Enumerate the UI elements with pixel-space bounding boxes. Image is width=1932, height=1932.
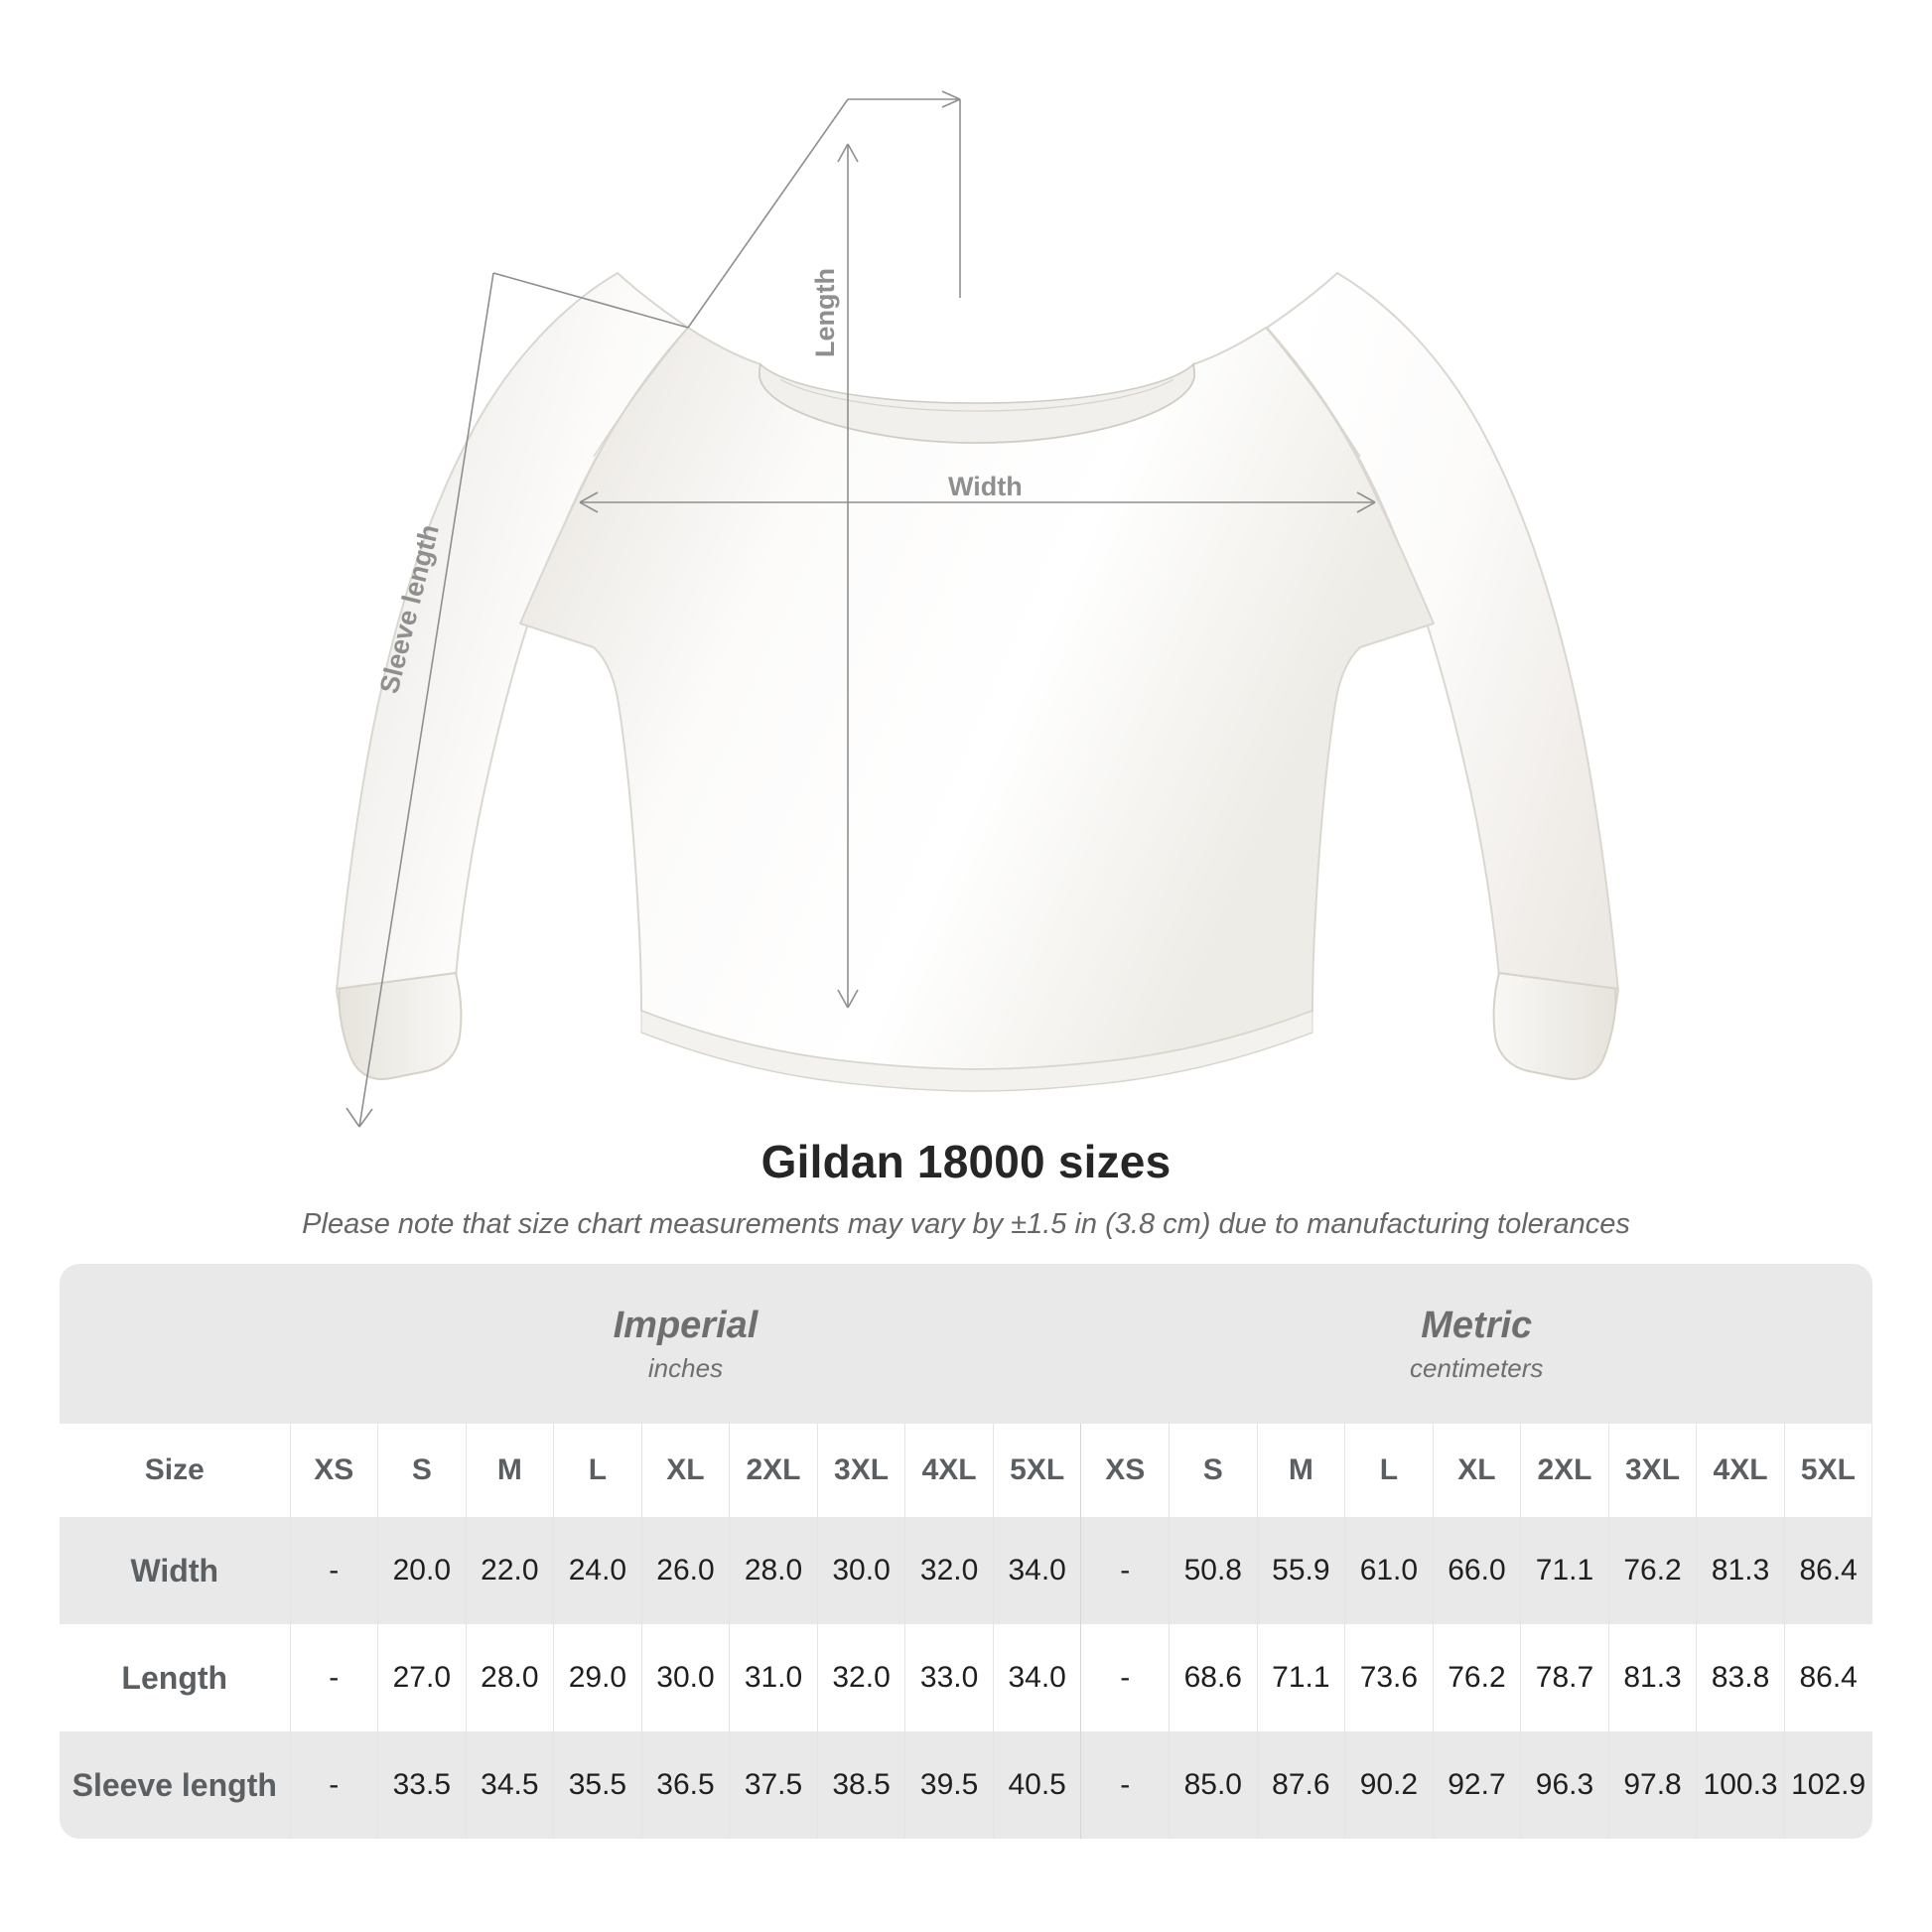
svg-text:Width: Width	[948, 472, 1023, 501]
svg-text:Sleeve length: Sleeve length	[374, 521, 445, 696]
svg-text:Length: Length	[810, 268, 840, 357]
